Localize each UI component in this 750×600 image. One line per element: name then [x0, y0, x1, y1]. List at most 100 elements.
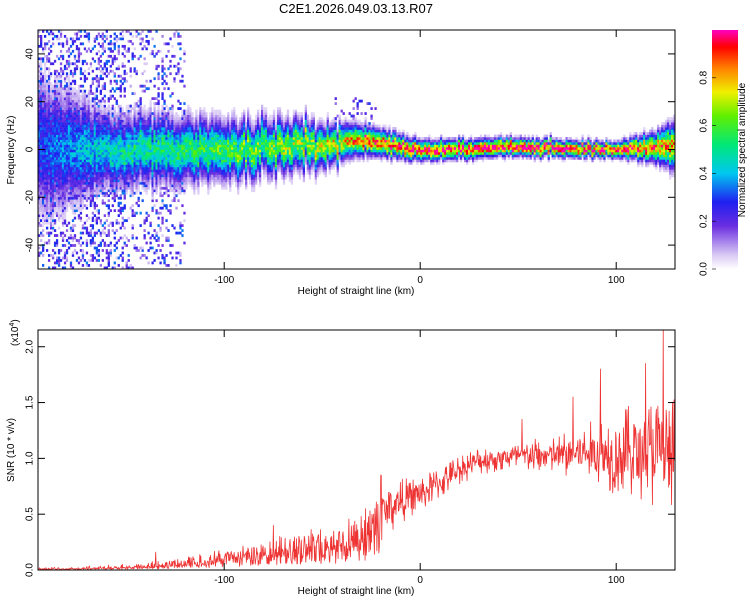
spectrogram-cell	[97, 84, 101, 88]
spectrogram-cell	[135, 149, 138, 153]
spectrogram-cell	[41, 114, 45, 118]
spectrogram-cell	[125, 169, 128, 173]
spectrogram-cell	[199, 154, 202, 158]
spectrogram-cell	[217, 112, 220, 115]
spectrogram-cell	[135, 109, 138, 113]
spectrogram-cell	[107, 59, 110, 63]
spectrogram-cell	[61, 42, 65, 46]
spectrogram-cell	[157, 92, 160, 96]
spectrogram-cell	[53, 251, 57, 255]
spectrogram-cell	[113, 174, 116, 178]
spectrogram-cell	[93, 114, 97, 118]
spectrogram-cell	[89, 151, 93, 155]
spectrogram-cell	[95, 129, 99, 133]
spectrogram-cell	[139, 156, 142, 160]
spectrogram-cell	[73, 39, 77, 43]
spectrogram-cell	[143, 229, 146, 232]
spectrogram-cell	[235, 119, 238, 123]
spectrogram-cell	[151, 49, 154, 53]
spectrogram-cell	[231, 166, 234, 170]
spectrogram-cell	[93, 142, 97, 145]
spectrogram-cell	[231, 114, 234, 118]
spectrogram-cell	[43, 69, 47, 73]
spectrogram-cell	[111, 42, 114, 46]
spectrogram-cell	[155, 209, 158, 213]
spectrogram-cell	[75, 166, 79, 170]
spectrogram-cell	[119, 129, 122, 133]
spectrogram-cell	[61, 169, 65, 173]
spectrogram-cell	[51, 99, 55, 103]
spectrogram-cell	[55, 201, 59, 205]
spectrogram-cell	[61, 214, 65, 218]
spectrogram-cell	[89, 127, 93, 130]
spectrogram-cell	[229, 149, 232, 153]
spectrogram-cell	[85, 112, 89, 115]
spectrogram-cell	[205, 151, 208, 155]
spectrogram-cell	[115, 191, 118, 195]
spectrogram-cell	[67, 129, 71, 133]
spectrogram-cell	[38, 161, 41, 165]
spectrogram-cell	[119, 176, 122, 180]
spectrogram-cell	[169, 166, 172, 170]
spectrogram-cell	[39, 139, 43, 143]
spectrogram-cell	[157, 236, 160, 240]
spectrogram-cell	[81, 251, 85, 255]
spectrogram-cell	[41, 74, 45, 78]
spectrogram-cell	[111, 139, 114, 143]
spectrogram-cell	[235, 171, 238, 175]
spectrogram-cell	[155, 251, 158, 255]
spectrogram-cell	[211, 119, 214, 123]
spectrogram-cell	[161, 149, 164, 153]
spectrogram-cell	[39, 251, 43, 255]
spectrogram-cell	[103, 124, 106, 128]
spectrogram-cell	[165, 117, 168, 120]
spectrogram-cell	[209, 151, 212, 155]
spectrogram-cell	[131, 181, 134, 185]
spectrogram-cell	[38, 112, 41, 115]
spectrogram-cell	[203, 181, 206, 185]
spectrogram-cell	[97, 49, 101, 53]
spectrogram-cell	[209, 147, 212, 150]
spectrogram-cell	[213, 114, 216, 118]
spectrogram-cell	[159, 171, 162, 175]
spectrogram-cell	[167, 194, 170, 198]
spectrogram-cell	[73, 156, 77, 160]
spectrogram-cell	[89, 84, 93, 88]
spectrogram-cell	[95, 104, 99, 108]
spectrogram-cell	[197, 142, 200, 145]
spectrogram-cell	[183, 174, 186, 178]
spectrogram-cell	[229, 154, 232, 158]
spectrogram-cell	[38, 64, 41, 68]
spectrogram-cell	[93, 179, 97, 183]
spectrogram-cell	[127, 144, 130, 148]
spectrogram-cell	[61, 102, 65, 105]
spectrogram-cell	[209, 164, 212, 168]
spectrogram-cell	[38, 176, 41, 180]
spectrogram-cell	[105, 249, 108, 252]
spectrogram-cell	[121, 166, 124, 170]
spectrogram-cell	[175, 206, 178, 210]
spectrogram-cell	[115, 174, 118, 178]
spectrogram-cell	[149, 142, 152, 145]
spectrogram-cell	[237, 129, 240, 133]
spectrogram-cell	[41, 189, 45, 193]
spectrogram-cell	[43, 129, 47, 133]
spectrogram-cell	[155, 176, 158, 180]
spectrogram-cell	[73, 102, 77, 105]
spectrogram-cell	[39, 39, 43, 43]
spectrogram-cell	[189, 134, 192, 138]
spectrogram-cell	[61, 117, 65, 120]
spectrogram-cell	[175, 231, 178, 235]
spectrogram-cell	[87, 67, 91, 71]
spectrogram-cell	[71, 147, 75, 150]
spectrogram-cell	[41, 59, 45, 63]
spectrogram-cell	[61, 181, 65, 185]
spectrogram-cell	[129, 169, 132, 173]
spectrogram-cell	[101, 159, 104, 163]
spectrogram-cell	[97, 82, 101, 86]
spectrogram-cell	[211, 176, 214, 180]
spectrogram-cell	[161, 117, 164, 120]
spectrogram-cell	[91, 127, 95, 130]
spectrogram-cell	[119, 37, 122, 41]
spectrogram-cell	[201, 149, 204, 153]
